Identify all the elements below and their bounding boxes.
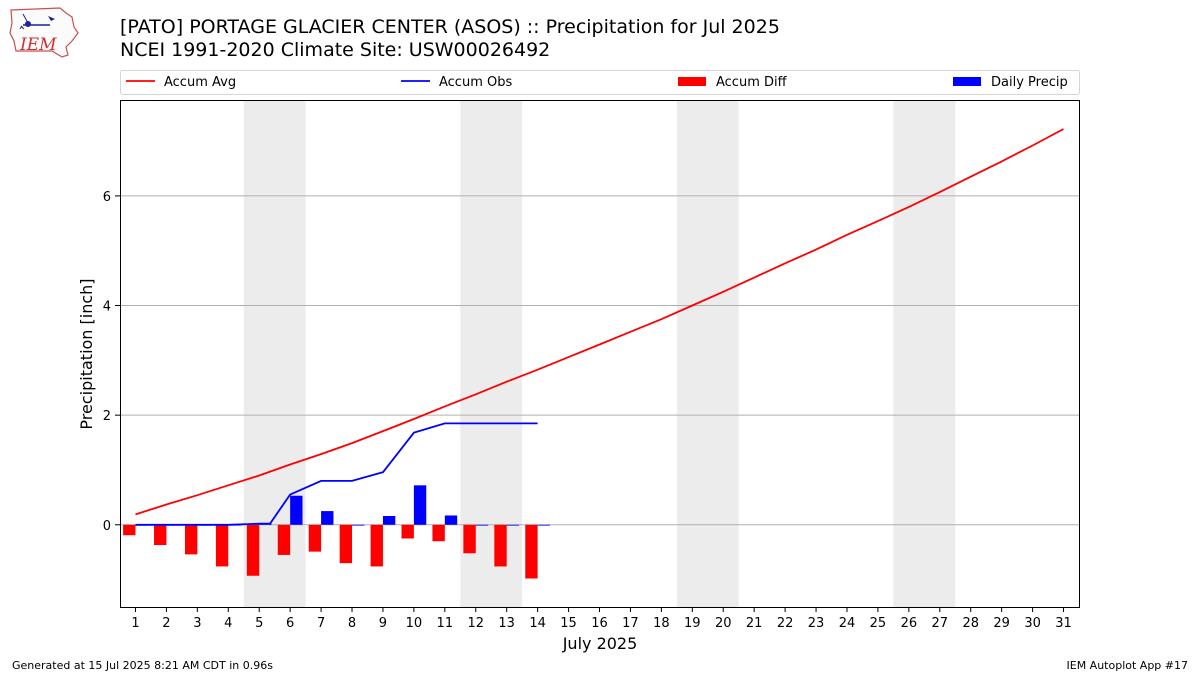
legend-item-accum-obs-label: Accum Obs — [439, 75, 512, 90]
y-tick-label: 2 — [103, 409, 111, 424]
x-tick-label: 21 — [746, 616, 763, 631]
daily-precip-bar — [352, 524, 365, 526]
iem-logo: IEM — [9, 7, 79, 58]
accum-obs-line — [135, 422, 538, 526]
x-tick-label: 12 — [467, 616, 484, 631]
x-axis-label: July 2025 — [562, 634, 638, 653]
x-tick-label: 2 — [162, 616, 170, 631]
accum-diff-bar — [525, 524, 538, 579]
accum-avg-line — [135, 128, 1064, 516]
x-tick-label: 8 — [348, 616, 356, 631]
x-tick-label: 31 — [1055, 616, 1072, 631]
accum-diff-bar — [184, 524, 198, 555]
accum-diff-bar — [339, 524, 353, 564]
legend-item-daily-precip-label: Daily Precip — [991, 75, 1068, 90]
x-tick-label: 19 — [684, 616, 701, 631]
x-tick-label: 3 — [193, 616, 201, 631]
x-tick-label: 16 — [591, 616, 608, 631]
legend: Accum Avg Accum Obs Accum Diff Daily Precip — [120, 70, 1080, 95]
x-tick-label: 9 — [379, 616, 387, 631]
x-tick-label: 25 — [870, 616, 887, 631]
x-tick-label: 30 — [1024, 616, 1041, 631]
accum-diff-bar — [308, 524, 322, 552]
x-tick-label: 5 — [255, 616, 263, 631]
x-tick-label: 26 — [901, 616, 918, 631]
y-tick-label: 0 — [103, 519, 111, 534]
accum-diff-bar — [401, 524, 414, 539]
footer-app-label: IEM Autoplot App #17 — [1066, 659, 1189, 672]
x-tick-label: 6 — [286, 616, 294, 631]
x-tick-label: 27 — [932, 616, 949, 631]
x-tick-label: 28 — [962, 616, 979, 631]
accum-diff-bar — [432, 524, 445, 542]
accum-diff-bar — [463, 524, 476, 554]
daily-precip-bar — [475, 524, 489, 526]
legend-item-accum-diff-label: Accum Diff — [716, 75, 788, 90]
daily-precip-bar — [506, 524, 520, 526]
y-tick-label: 6 — [103, 190, 111, 205]
accum-diff-bar — [154, 524, 167, 546]
daily-precip-bar — [413, 485, 427, 525]
accum-diff-bar — [494, 524, 507, 567]
x-tick-label: 7 — [317, 616, 325, 631]
x-tick-label: 11 — [437, 616, 454, 631]
x-tick-label: 15 — [560, 616, 577, 631]
x-tick-label: 1 — [131, 616, 139, 631]
chart-title: [PATO] PORTAGE GLACIER CENTER (ASOS) :: … — [120, 16, 780, 38]
legend-item-accum-diff-swatch — [678, 77, 706, 86]
x-tick-label: 10 — [406, 616, 423, 631]
weekend-band — [460, 100, 523, 607]
legend-item-accum-avg-label: Accum Avg — [164, 75, 236, 90]
daily-precip-bar — [382, 516, 396, 525]
x-tick-label: 18 — [653, 616, 670, 631]
daily-precip-bar — [444, 515, 458, 525]
x-tick-label: 23 — [808, 616, 825, 631]
x-tick-label: 4 — [224, 616, 232, 631]
footer-generated-text: Generated at 15 Jul 2025 8:21 AM CDT in … — [12, 659, 273, 672]
weekend-band — [676, 100, 739, 607]
accum-diff-bar — [246, 524, 260, 576]
x-tick-label: 20 — [715, 616, 732, 631]
x-tick-label: 14 — [529, 616, 546, 631]
weekend-band — [893, 100, 956, 607]
x-tick-label: 24 — [839, 616, 856, 631]
x-tick-label: 22 — [777, 616, 794, 631]
accum-diff-bar — [123, 524, 136, 536]
iem-logo-text: IEM — [19, 35, 57, 55]
x-tick-label: 17 — [622, 616, 639, 631]
y-axis-label: Precipitation [inch] — [77, 278, 96, 429]
accum-diff-bar — [370, 524, 383, 567]
accum-diff-bar — [215, 524, 229, 567]
x-tick-label: 29 — [993, 616, 1010, 631]
accum-diff-bar — [277, 524, 291, 555]
legend-item-daily-precip-swatch — [953, 77, 981, 86]
x-tick-label: 13 — [498, 616, 515, 631]
daily-precip-bar — [537, 524, 551, 526]
chart-subtitle: NCEI 1991-2020 Climate Site: USW00026492 — [120, 39, 551, 61]
y-tick-label: 4 — [103, 300, 111, 315]
daily-precip-bar — [321, 511, 334, 525]
daily-precip-bar — [290, 495, 303, 525]
